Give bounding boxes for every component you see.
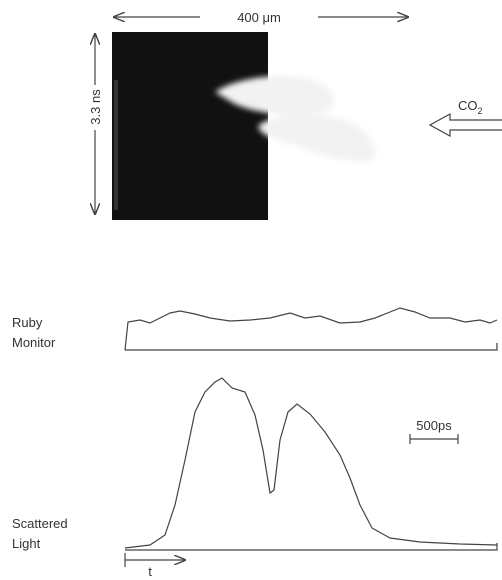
ruby-baseline <box>125 343 498 351</box>
height-label: 3.3 ns <box>88 89 103 125</box>
beam-text: CO <box>458 98 478 113</box>
scale-bar <box>409 434 459 444</box>
scatter-trace <box>124 377 498 549</box>
ruby-trace <box>124 307 498 351</box>
scale-label: 500ps <box>416 418 452 433</box>
t-label: t <box>148 564 152 579</box>
width-label: 400 μm <box>237 10 281 25</box>
beam-label: CO2 <box>458 98 483 116</box>
streak-image <box>112 32 268 220</box>
streak-blobs <box>215 76 375 162</box>
image-edge <box>114 80 118 210</box>
trace-label: Light <box>12 536 41 551</box>
trace-label: Scattered <box>12 516 68 531</box>
beam-arrow <box>428 112 502 138</box>
trace-label: Ruby <box>12 315 43 330</box>
trace-label: Monitor <box>12 335 56 350</box>
beam-subscript: 2 <box>478 106 483 116</box>
scatter-baseline <box>125 543 498 551</box>
